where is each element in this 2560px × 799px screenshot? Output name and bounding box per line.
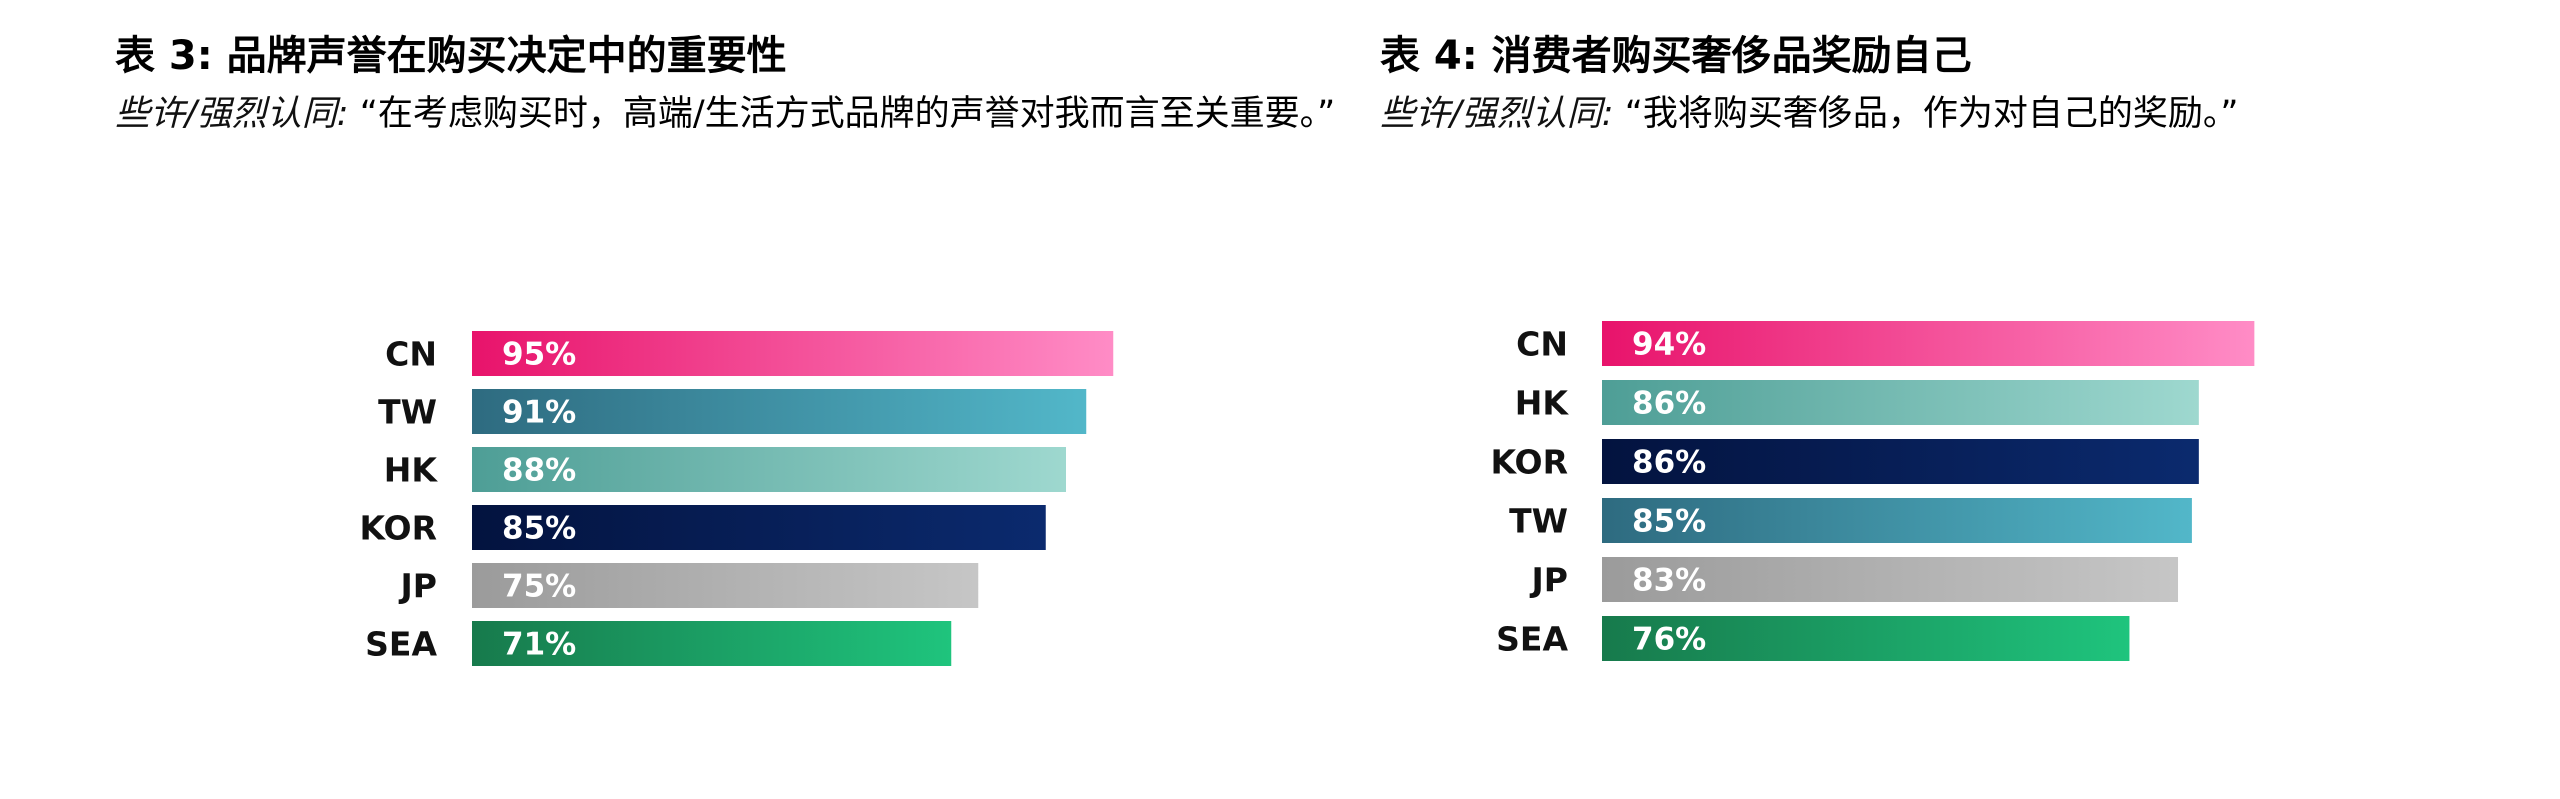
value-label: 94% [1632,327,1706,363]
category-label: SEA [365,625,437,664]
value-label: 85% [1632,504,1706,540]
bar-sea [472,621,952,666]
value-label: 85% [502,511,576,547]
category-label: HK [384,451,439,490]
subtitle-lead: 些许/强烈认同: [115,94,349,134]
value-label: 91% [502,395,576,431]
chart-panel-3: 表 3: 品牌声誉在购买决定中的重要性 些许/强烈认同: “在考虑购买时，高端/… [115,33,1340,666]
chart-subtitle: 些许/强烈认同: “在考虑购买时，高端/生活方式品牌的声誉对我而言至关重要。” [115,90,1340,138]
bar-chart: CN 95% TW 91% HK 88% KOR 85% JP 75% SEA 71% [359,331,1114,666]
bar-hk [472,447,1066,492]
category-label: JP [399,567,437,606]
chart-title: 表 4: 消费者购买奢侈品奖励自己 [1380,33,1972,79]
category-label: CN [385,335,437,374]
bar-chart: CN 94% HK 86% KOR 86% TW 85% JP 83% SEA 76% [1490,321,2255,661]
bar-sea [1602,616,2130,661]
subtitle-lead: 些许/强烈认同: [1380,94,1614,134]
bar-kor [472,505,1046,550]
bar-hk [1602,380,2199,425]
bar-cn [472,331,1114,376]
category-label: KOR [1490,443,1568,482]
value-label: 86% [1632,445,1706,481]
value-label: 95% [502,337,576,373]
bar-kor [1602,439,2199,484]
category-label: SEA [1496,620,1568,659]
value-label: 83% [1632,563,1706,599]
bar-tw [472,389,1087,434]
category-label: TW [1509,502,1568,541]
subtitle-quote: “在考虑购买时，高端/生活方式品牌的声誉对我而言至关重要。” [348,94,1336,134]
value-label: 71% [502,627,576,663]
category-label: HK [1515,384,1570,423]
category-label: JP [1530,561,1568,600]
category-label: CN [1516,325,1568,364]
value-label: 76% [1632,622,1706,658]
category-label: TW [378,393,437,432]
category-label: KOR [359,509,437,548]
bar-cn [1602,321,2255,366]
value-label: 88% [502,453,576,489]
bar-jp [472,563,979,608]
bar-jp [1602,557,2179,602]
subtitle-quote: “我将购买奢侈品，作为对自己的奖励。” [1613,94,2239,134]
value-label: 75% [502,569,576,605]
chart-subtitle: 些许/强烈认同: “我将购买奢侈品，作为对自己的奖励。” [1380,90,2550,138]
chart-panel-4: 表 4: 消费者购买奢侈品奖励自己 些许/强烈认同: “我将购买奢侈品，作为对自… [1380,0,2560,799]
value-label: 86% [1632,386,1706,422]
chart-title: 表 3: 品牌声誉在购买决定中的重要性 [115,33,787,79]
bar-tw [1602,498,2192,543]
